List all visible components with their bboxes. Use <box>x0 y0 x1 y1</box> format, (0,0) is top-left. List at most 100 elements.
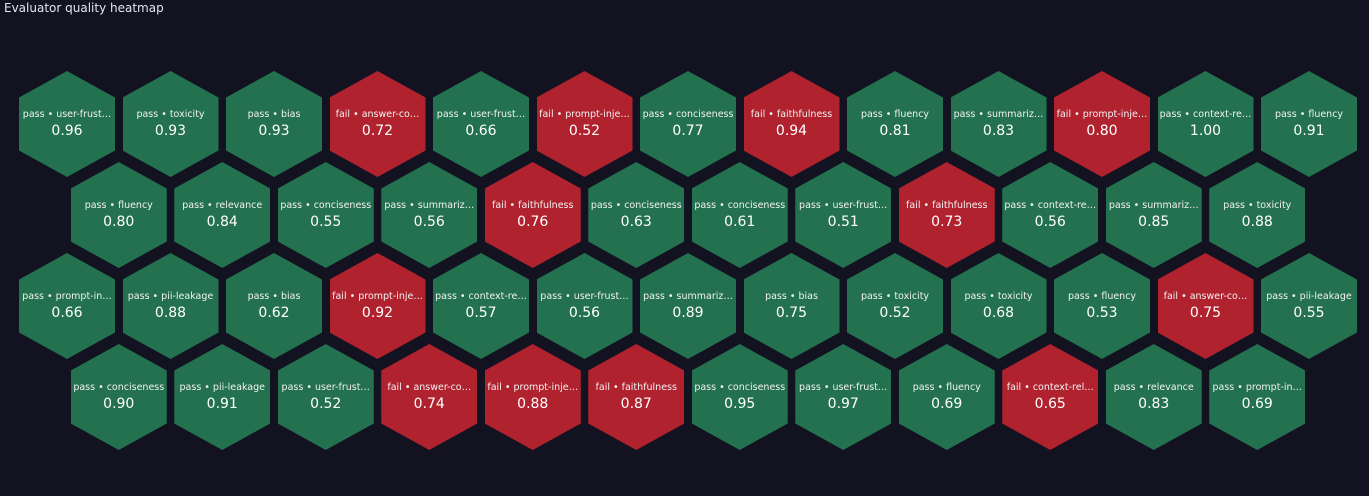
hex-cell[interactable]: fail • faithfulness 0.94 <box>743 71 840 177</box>
hex-cell[interactable]: fail • answer-co… 0.72 <box>329 71 426 177</box>
hex-cell-value: 0.89 <box>672 304 704 321</box>
hex-cell-value: 0.90 <box>103 395 135 412</box>
hex-cell-label: fail • prompt-inje… <box>332 290 423 302</box>
hex-cell[interactable]: pass • bias 0.75 <box>743 253 840 359</box>
hex-cell-value: 0.93 <box>154 122 187 139</box>
hex-cell-value: 0.75 <box>1189 304 1222 321</box>
hex-cell-value: 0.52 <box>310 395 342 412</box>
hex-cell-value: 0.83 <box>982 122 1015 139</box>
hex-cell-label: pass • bias <box>247 290 301 302</box>
hex-cell[interactable]: pass • summariz… 0.56 <box>381 162 478 268</box>
hex-cell-label: pass • fluency <box>1274 108 1344 120</box>
hex-cell-label: pass • fluency <box>860 108 930 120</box>
hex-cell[interactable]: pass • prompt-in… 0.69 <box>1209 344 1306 450</box>
hex-cell[interactable]: pass • toxicity 0.93 <box>122 71 219 177</box>
hex-cell[interactable]: pass • summariz… 0.83 <box>950 71 1047 177</box>
hex-cell-value: 0.80 <box>103 213 135 230</box>
hex-cell[interactable]: pass • fluency 0.81 <box>847 71 943 177</box>
hex-cell-label: pass • pii-leakage <box>179 381 265 393</box>
hex-cell-value: 0.56 <box>568 304 601 321</box>
hex-cell[interactable]: pass • user-frust… 0.51 <box>795 162 892 268</box>
hex-cell[interactable]: pass • toxicity 0.68 <box>950 253 1047 359</box>
hex-cell-value: 0.65 <box>1034 395 1066 412</box>
hex-cell[interactable]: pass • summariz… 0.89 <box>640 253 736 359</box>
chart-title: Evaluator quality heatmap <box>4 1 164 15</box>
hex-cell-label: fail • prompt-inje… <box>487 381 579 393</box>
hex-cell[interactable]: fail • faithfulness 0.87 <box>588 344 685 450</box>
hex-cell-label: pass • context-re… <box>1004 199 1097 211</box>
hex-cell[interactable]: pass • pii-leakage 0.55 <box>1261 253 1357 359</box>
hex-cell-value: 0.94 <box>775 122 808 139</box>
hex-cell[interactable]: pass • fluency 0.91 <box>1261 71 1357 177</box>
hex-cell-value: 0.69 <box>931 395 963 412</box>
hex-cell-value: 0.62 <box>258 304 290 321</box>
hex-cell[interactable]: pass • pii-leakage 0.91 <box>174 344 271 450</box>
hex-cell-label: pass • bias <box>247 108 301 120</box>
hex-cell-label: fail • context-rel… <box>1006 381 1094 393</box>
hex-cell-value: 0.84 <box>206 213 238 230</box>
hex-cell-value: 0.80 <box>1086 122 1118 139</box>
hex-cell-label: fail • answer-co… <box>335 108 420 120</box>
hex-cell[interactable]: pass • user-frust… 0.56 <box>536 253 633 359</box>
hex-cell[interactable]: pass • toxicity 0.88 <box>1209 162 1306 268</box>
hex-cell[interactable]: pass • user-frust… 0.97 <box>795 344 892 450</box>
hex-cell[interactable]: pass • bias 0.93 <box>226 71 322 177</box>
hex-cell[interactable]: fail • prompt-inje… 0.80 <box>1054 71 1150 177</box>
hex-cell-label: fail • answer-co… <box>387 381 472 393</box>
hex-cell[interactable]: fail • prompt-inje… 0.52 <box>536 71 633 177</box>
hex-cell-label: pass • bias <box>765 290 818 302</box>
hex-cell[interactable]: fail • faithfulness 0.76 <box>484 162 581 268</box>
hex-cell-value: 0.93 <box>258 122 290 139</box>
hex-cell[interactable]: fail • context-rel… 0.65 <box>1002 344 1099 450</box>
hex-cell[interactable]: pass • fluency 0.69 <box>898 344 995 450</box>
hex-cell[interactable]: pass • conciseness 0.55 <box>277 162 374 268</box>
hex-cell[interactable]: fail • answer-co… 0.74 <box>381 344 478 450</box>
hex-cell-value: 0.95 <box>724 395 756 412</box>
hex-cell[interactable]: pass • context-re… 0.56 <box>1002 162 1099 268</box>
hex-cell-value: 0.55 <box>310 213 342 230</box>
hex-cell-label: pass • summariz… <box>384 199 475 211</box>
hex-cell[interactable]: pass • conciseness 0.95 <box>691 344 788 450</box>
hex-cell-label: pass • toxicity <box>1223 199 1292 211</box>
hex-cell[interactable]: pass • bias 0.62 <box>226 253 322 359</box>
hex-cell[interactable]: pass • pii-leakage 0.88 <box>122 253 219 359</box>
hex-cell[interactable]: pass • conciseness 0.63 <box>588 162 685 268</box>
hex-cell-label: pass • user-frust… <box>281 381 370 393</box>
hex-cell[interactable]: fail • prompt-inje… 0.92 <box>329 253 426 359</box>
hex-cell[interactable]: pass • user-frust… 0.96 <box>19 71 115 177</box>
hex-cell-value: 0.53 <box>1086 304 1118 321</box>
hex-cell-label: pass • context-re… <box>1159 108 1252 120</box>
hex-cell-label: pass • toxicity <box>964 290 1033 302</box>
hex-cell-value: 0.88 <box>1241 213 1273 230</box>
hex-cell-label: pass • fluency <box>912 381 981 393</box>
hex-cell-label: pass • conciseness <box>694 381 786 393</box>
hex-cell-label: pass • fluency <box>1067 290 1137 302</box>
hex-cell[interactable]: pass • context-re… 0.57 <box>433 253 529 359</box>
hex-cell[interactable]: pass • conciseness 0.90 <box>70 344 167 450</box>
hex-cell-value: 0.91 <box>1293 122 1325 139</box>
hex-cell[interactable]: pass • toxicity 0.52 <box>847 253 943 359</box>
hex-cell[interactable]: pass • user-frust… 0.66 <box>433 71 529 177</box>
hex-cell[interactable]: pass • prompt-in… 0.66 <box>19 253 115 359</box>
hex-cell[interactable]: pass • relevance 0.84 <box>174 162 271 268</box>
hex-cell-label: fail • faithfulness <box>595 381 677 393</box>
hex-cell-label: fail • faithfulness <box>492 199 574 211</box>
hex-cell-value: 0.66 <box>51 304 83 321</box>
hex-cell[interactable]: pass • context-re… 1.00 <box>1157 71 1254 177</box>
hex-cell-value: 0.81 <box>879 122 911 139</box>
hex-cell[interactable]: fail • faithfulness 0.73 <box>898 162 995 268</box>
hex-cell-label: pass • conciseness <box>590 199 682 211</box>
hex-cell-label: pass • pii-leakage <box>1266 290 1352 302</box>
hex-cell[interactable]: fail • answer-co… 0.75 <box>1157 253 1254 359</box>
hex-cell[interactable]: fail • prompt-inje… 0.88 <box>484 344 581 450</box>
hex-cell[interactable]: pass • conciseness 0.61 <box>691 162 788 268</box>
hex-cell[interactable]: pass • conciseness 0.77 <box>640 71 736 177</box>
hex-cell[interactable]: pass • summariz… 0.85 <box>1105 162 1202 268</box>
hex-cell[interactable]: pass • relevance 0.83 <box>1105 344 1202 450</box>
hex-cell-value: 0.51 <box>827 213 859 230</box>
hex-cell[interactable]: pass • fluency 0.53 <box>1054 253 1150 359</box>
hex-cell-value: 0.76 <box>517 213 549 230</box>
hex-cell[interactable]: pass • fluency 0.80 <box>70 162 167 268</box>
hex-cell-label: pass • prompt-in… <box>22 290 112 302</box>
hex-cell[interactable]: pass • user-frust… 0.52 <box>277 344 374 450</box>
